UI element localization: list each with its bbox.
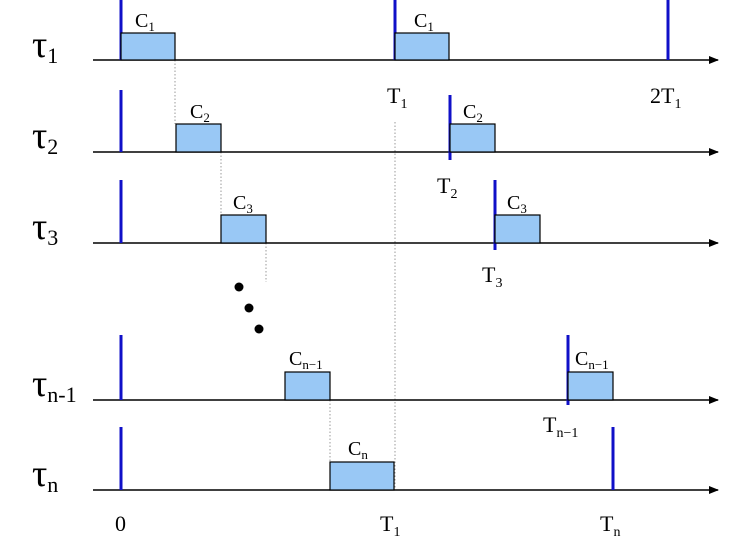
execution-box [449, 123, 496, 153]
period-tick-label: T2 [437, 173, 457, 202]
execution-label: Cn [348, 438, 368, 462]
execution-label: C2 [463, 101, 483, 125]
row-tau-1: τ1 C1 C1 T1 2T1 [32, 0, 719, 112]
execution-box [175, 123, 222, 153]
execution-box [284, 371, 331, 401]
task-label: τn-1 [32, 363, 77, 407]
execution-label: C1 [135, 10, 155, 34]
period-tick-label: Tn−1 [543, 412, 578, 441]
execution-label: C3 [233, 192, 253, 216]
task-label: τ3 [32, 206, 58, 250]
execution-box [220, 214, 267, 244]
task-label: τn [32, 453, 58, 497]
time-zero-label: 0 [115, 511, 126, 536]
execution-box [329, 461, 395, 491]
row-tau-n-1: τn-1 Cn−1 Cn−1 Tn−1 [32, 335, 719, 441]
ellipsis-dots [234, 282, 264, 334]
row-tau-3: τ3 C3 C3 T3 [32, 180, 719, 291]
execution-label: C3 [507, 192, 527, 216]
row-tau-n: τn Cn 0 T1 Tn [32, 427, 719, 540]
execution-box [120, 32, 176, 61]
period-tick-label: T1 [380, 511, 400, 540]
row-tau-2: τ2 C2 C2 T2 [32, 90, 719, 202]
execution-box [494, 214, 541, 244]
task-label: τ2 [32, 115, 58, 159]
execution-label: Cn−1 [289, 348, 323, 372]
period-tick-label: T1 [387, 83, 407, 112]
execution-label: C1 [414, 10, 434, 34]
execution-label: C2 [190, 101, 210, 125]
task-label: τ1 [32, 24, 58, 68]
execution-box [567, 371, 614, 401]
period-tick-label: T3 [482, 262, 502, 291]
period-tick-label: 2T1 [650, 83, 681, 112]
execution-label: Cn−1 [575, 348, 609, 372]
period-tick-label: Tn [600, 511, 620, 540]
execution-box [394, 32, 450, 61]
